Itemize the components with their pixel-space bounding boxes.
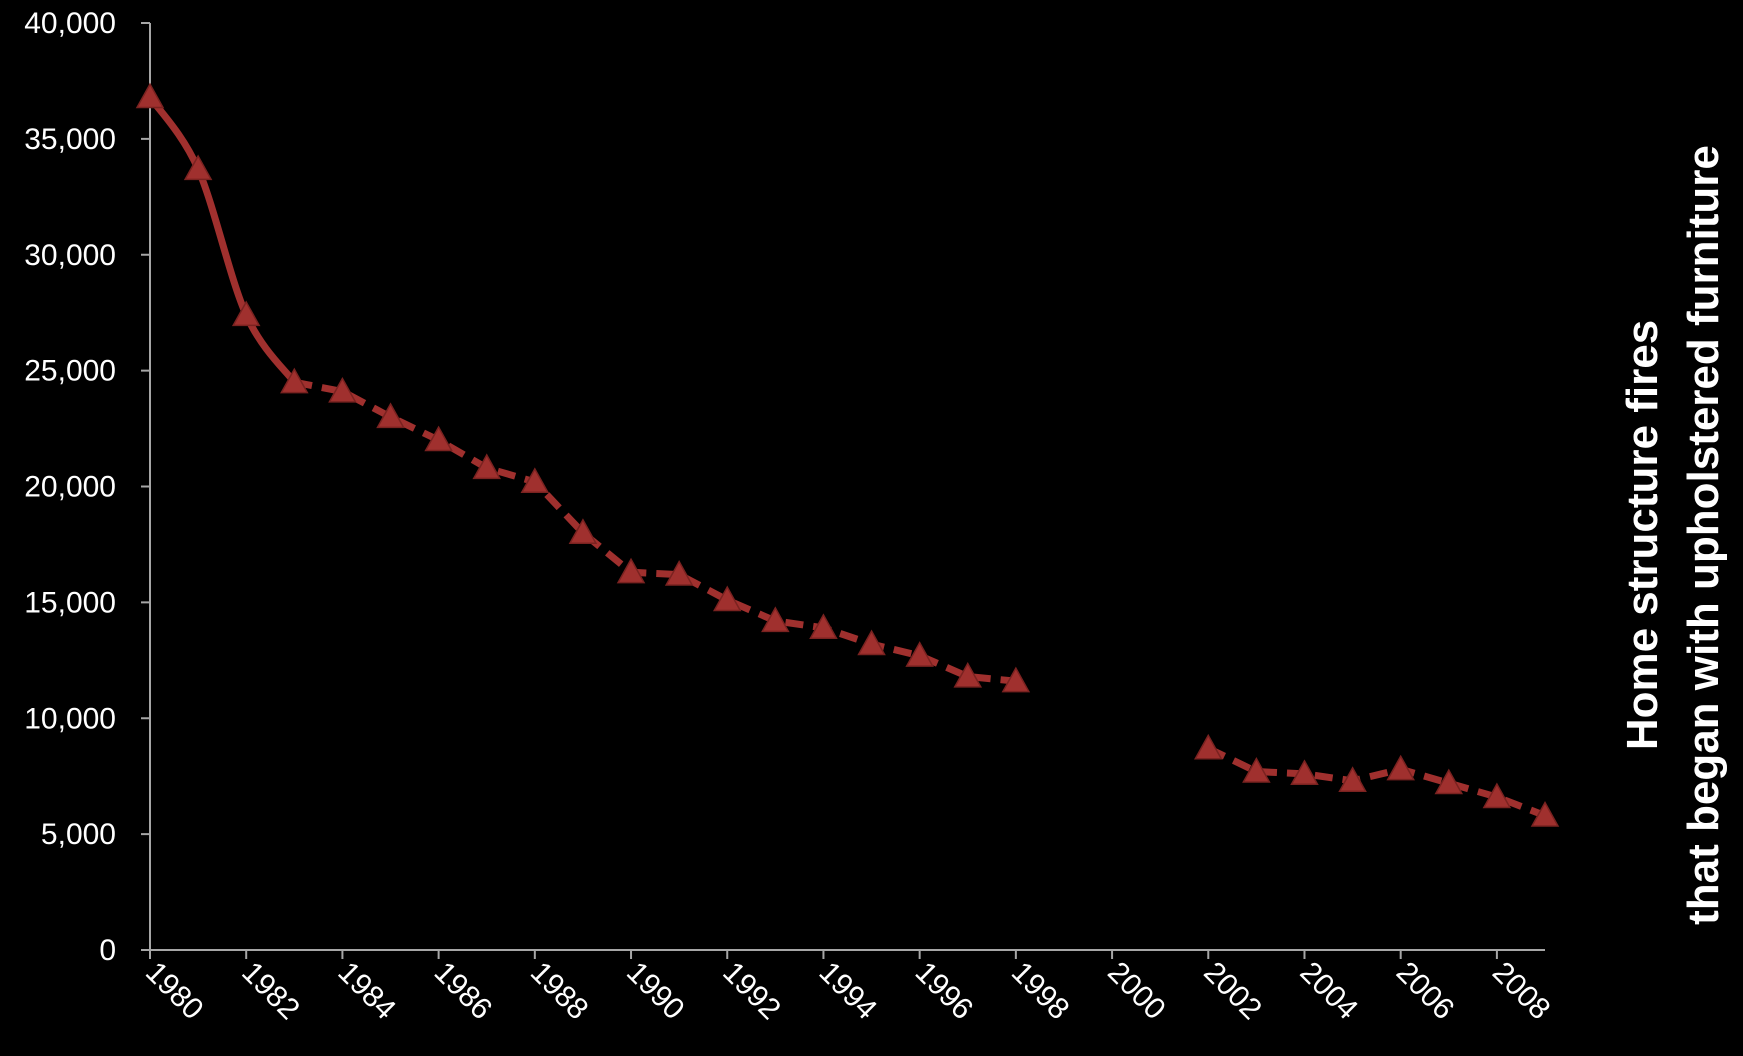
data-point-marker xyxy=(328,376,357,403)
y-tick-label: 5,000 xyxy=(41,818,116,851)
x-tick-label: 1980 xyxy=(139,956,210,1027)
data-point-marker xyxy=(1242,757,1271,783)
y-axis-title: Home structure fires that began with uph… xyxy=(1618,145,1728,925)
series-group xyxy=(135,82,1560,827)
y-tick-label: 40,000 xyxy=(24,7,116,40)
y-axis-ticks: 0 5,000 10,000 15,000 20,000 25,000 30,000 35,0… xyxy=(24,7,150,967)
y-axis-title-line-2: that began with upholstered furniture xyxy=(1679,145,1728,925)
x-tick-label: 2002 xyxy=(1197,956,1268,1027)
data-point-marker xyxy=(424,425,453,452)
y-tick-label: 30,000 xyxy=(24,239,116,272)
data-point-marker xyxy=(616,557,646,584)
x-tick-label: 2004 xyxy=(1294,956,1365,1027)
data-point-marker xyxy=(472,453,501,480)
data-point-marker xyxy=(280,367,309,394)
data-point-marker xyxy=(664,560,694,586)
data-point-marker xyxy=(1434,768,1464,795)
x-tick-label: 1998 xyxy=(1005,956,1076,1027)
series-line-dashed xyxy=(293,378,1017,685)
data-point-marker xyxy=(905,641,934,667)
y-axis-title-line-1: Home structure fires xyxy=(1618,320,1667,750)
x-tick-label: 1990 xyxy=(620,956,691,1027)
data-point-marker xyxy=(183,154,213,181)
data-point-marker xyxy=(1530,801,1560,827)
data-point-marker xyxy=(1001,666,1031,693)
data-point-marker xyxy=(376,402,405,429)
data-point-marker xyxy=(1338,766,1367,792)
y-tick-label: 0 xyxy=(99,934,116,967)
data-point-marker xyxy=(1386,754,1415,781)
data-point-marker xyxy=(135,82,165,109)
x-tick-label: 1986 xyxy=(428,956,499,1027)
y-tick-label: 20,000 xyxy=(24,471,116,504)
chart-axes xyxy=(149,23,1545,951)
x-axis-ticks: 1980 1982 1984 1986 1988 1990 1992 1994 1996 1998… xyxy=(139,950,1556,1026)
x-tick-label: 2000 xyxy=(1101,956,1172,1027)
data-point-marker xyxy=(1194,733,1223,760)
data-point-marker xyxy=(1482,782,1512,809)
x-tick-label: 2008 xyxy=(1486,956,1557,1027)
data-point-marker xyxy=(1290,759,1319,786)
data-point-marker xyxy=(809,613,838,640)
y-tick-label: 10,000 xyxy=(24,702,116,735)
x-tick-label: 1992 xyxy=(716,956,787,1027)
y-tick-label: 25,000 xyxy=(24,355,116,388)
y-tick-label: 15,000 xyxy=(24,586,116,619)
data-point-marker xyxy=(568,518,598,544)
data-point-marker xyxy=(712,585,742,612)
x-tick-label: 1994 xyxy=(812,956,883,1027)
x-tick-label: 1988 xyxy=(524,956,595,1027)
x-tick-label: 1984 xyxy=(331,956,402,1027)
data-point-marker xyxy=(231,300,261,327)
y-tick-label: 35,000 xyxy=(24,123,116,156)
x-tick-label: 1982 xyxy=(235,956,306,1027)
data-point-marker xyxy=(520,467,550,494)
x-tick-label: 2006 xyxy=(1390,956,1461,1027)
x-tick-label: 1996 xyxy=(909,956,980,1027)
series-line-solid xyxy=(146,93,298,386)
data-point-marker xyxy=(857,629,886,656)
data-point-marker xyxy=(761,606,790,633)
data-point-marker xyxy=(953,661,983,688)
